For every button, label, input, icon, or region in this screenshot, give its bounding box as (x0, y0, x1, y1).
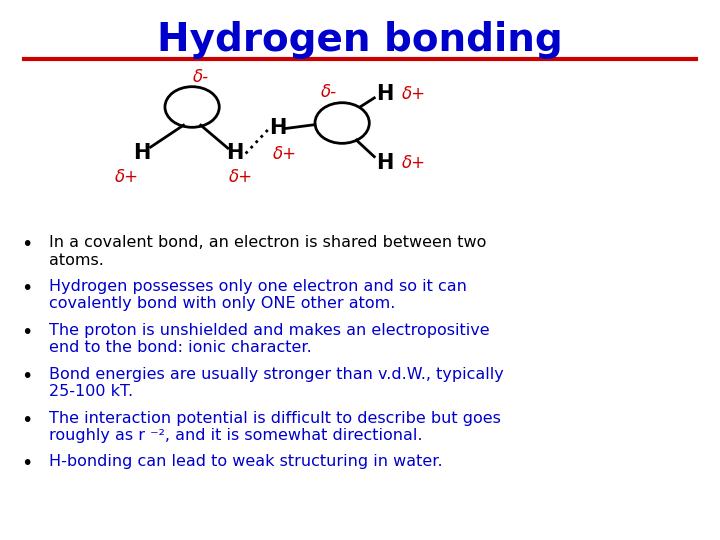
Text: The proton is unshielded and makes an electropositive
end to the bond: ionic cha: The proton is unshielded and makes an el… (49, 323, 490, 355)
Text: H: H (269, 118, 287, 138)
Text: •: • (21, 454, 32, 474)
Text: The interaction potential is difficult to describe but goes
roughly as r ⁻², and: The interaction potential is difficult t… (49, 410, 501, 443)
Text: H: H (226, 144, 243, 164)
Text: In a covalent bond, an electron is shared between two
atoms.: In a covalent bond, an electron is share… (49, 235, 487, 268)
Text: δ+: δ+ (273, 145, 297, 164)
Text: H-bonding can lead to weak structuring in water.: H-bonding can lead to weak structuring i… (49, 454, 443, 469)
Text: δ-: δ- (321, 83, 338, 100)
Text: Bond energies are usually stronger than v.d.W., typically
25-100 kT.: Bond energies are usually stronger than … (49, 367, 504, 399)
Text: Hydrogen possesses only one electron and so it can
covalently bond with only ONE: Hydrogen possesses only one electron and… (49, 279, 467, 312)
Text: Hydrogen bonding: Hydrogen bonding (157, 22, 563, 59)
Text: H: H (133, 144, 150, 164)
Text: δ+: δ+ (402, 154, 426, 172)
Text: δ+: δ+ (229, 168, 253, 186)
Text: δ+: δ+ (402, 85, 426, 103)
Text: •: • (21, 367, 32, 386)
Text: •: • (21, 410, 32, 429)
Text: H: H (377, 153, 394, 173)
Text: •: • (21, 279, 32, 298)
Text: •: • (21, 323, 32, 342)
Text: δ+: δ+ (114, 168, 138, 186)
Text: •: • (21, 235, 32, 254)
Text: δ-: δ- (193, 68, 209, 86)
Text: H: H (377, 84, 394, 104)
